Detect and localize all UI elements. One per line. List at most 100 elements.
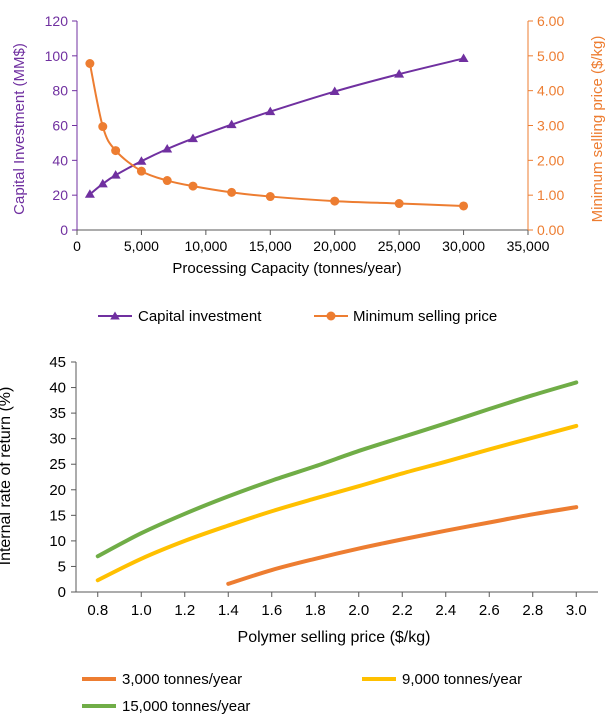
y-tick-label: 40 [49, 380, 66, 397]
legend-item-9000: 9,000 tonnes/year [362, 671, 522, 688]
capacity-chart-left-ticks: 0 20 40 60 80 100 120 [45, 13, 77, 238]
irr-chart-series [95, 380, 579, 586]
left-tick-label: 80 [52, 83, 68, 99]
data-point-minimum-selling-price [85, 58, 95, 68]
capacity-chart-right-y-label: Minimum selling price ($/kg) [589, 36, 606, 223]
y-tick-label: 25 [49, 456, 66, 473]
left-tick-label: 40 [52, 152, 68, 168]
right-tick-label: 3.00 [537, 118, 564, 134]
irr-chart-y-ticks: 0 5 10 15 20 25 30 35 40 45 [49, 354, 76, 601]
capacity-chart-x-ticks: 0 5,000 10,000 15,000 20,000 25,000 30,000 35,0… [73, 230, 550, 254]
data-point-minimum-selling-price [111, 146, 121, 156]
x-tick-label: 15,000 [249, 238, 292, 254]
legend-marker-circle [326, 311, 336, 321]
x-tick-label: 1.8 [305, 602, 326, 619]
x-tick-label: 2.8 [522, 602, 543, 619]
left-tick-label: 20 [52, 187, 68, 203]
irr-chart-x-ticks: 0.8 1.0 1.2 1.4 1.6 1.8 2.0 2.2 2.4 2.6 2.8 3.0 [87, 592, 587, 619]
data-point-minimum-selling-price [98, 122, 108, 132]
data-point-capital-investment [394, 69, 405, 78]
x-tick-label: 0.8 [87, 602, 108, 619]
series-line-3000 [226, 505, 579, 586]
data-point-capital-investment [110, 170, 121, 179]
data-point-minimum-selling-price [394, 199, 404, 209]
x-tick-label: 0 [73, 238, 81, 254]
series-line-15000 [95, 380, 579, 559]
right-tick-label: 5.00 [537, 48, 564, 64]
y-tick-label: 20 [49, 482, 66, 499]
right-tick-label: 0.00 [537, 222, 564, 238]
y-tick-label: 35 [49, 405, 66, 422]
y-tick-label: 0 [58, 584, 66, 601]
legend-item-3000: 3,000 tonnes/year [82, 671, 242, 688]
x-tick-label: 25,000 [378, 238, 421, 254]
irr-chart-legend: 3,000 tonnes/year 9,000 tonnes/year 15,0… [82, 671, 522, 715]
right-tick-label: 6.00 [537, 13, 564, 29]
right-tick-label: 2.00 [537, 152, 564, 168]
data-point-minimum-selling-price [188, 181, 198, 191]
x-tick-label: 1.6 [261, 602, 282, 619]
capacity-chart-series [84, 53, 469, 211]
data-point-minimum-selling-price [162, 176, 172, 186]
y-tick-label: 10 [49, 533, 66, 550]
y-tick-label: 45 [49, 354, 66, 371]
x-tick-label: 1.2 [174, 602, 195, 619]
legend-label-15000: 15,000 tonnes/year [122, 698, 250, 715]
x-tick-label: 1.4 [218, 602, 239, 619]
x-tick-label: 10,000 [184, 238, 227, 254]
data-point-minimum-selling-price [459, 201, 469, 211]
irr-chart-y-label: Internal rate of return (%) [0, 387, 14, 566]
capacity-chart-x-label: Processing Capacity (tonnes/year) [172, 260, 401, 277]
x-tick-label: 20,000 [313, 238, 356, 254]
x-tick-label: 30,000 [442, 238, 485, 254]
x-tick-label: 2.4 [435, 602, 456, 619]
data-point-capital-investment [162, 144, 173, 153]
capacity-chart: 0 5,000 10,000 15,000 20,000 25,000 30,000 35,0… [11, 13, 606, 325]
x-tick-label: 2.0 [348, 602, 369, 619]
capacity-chart-left-y-label: Capital Investment (MM$) [11, 43, 28, 215]
left-tick-label: 60 [52, 118, 68, 134]
series-line-minimum-selling-price [88, 63, 464, 207]
data-point-minimum-selling-price [136, 166, 146, 176]
legend-label-3000: 3,000 tonnes/year [122, 671, 242, 688]
data-point-capital-investment [329, 86, 340, 96]
x-tick-label: 2.2 [392, 602, 413, 619]
y-tick-label: 30 [49, 431, 66, 448]
data-point-minimum-selling-price [265, 192, 275, 202]
data-point-capital-investment [265, 106, 276, 116]
data-point-capital-investment [187, 133, 198, 143]
irr-chart-x-label: Polymer selling price ($/kg) [238, 629, 431, 646]
capacity-chart-right-ticks: 0.00 1.00 2.00 3.00 4.00 5.00 6.00 [528, 13, 564, 238]
left-tick-label: 100 [45, 48, 69, 64]
capacity-chart-legend: Capital investment Minimum selling price [98, 308, 497, 325]
legend-label-capital-investment: Capital investment [138, 308, 262, 325]
series-line-9000 [95, 423, 579, 583]
left-tick-label: 120 [45, 13, 69, 29]
legend-label-9000: 9,000 tonnes/year [402, 671, 522, 688]
irr-chart: 0.8 1.0 1.2 1.4 1.6 1.8 2.0 2.2 2.4 2.6 2.8 3.0 0 5 1… [0, 354, 598, 715]
legend-item-15000: 15,000 tonnes/year [82, 698, 250, 715]
x-tick-label: 1.0 [131, 602, 152, 619]
right-tick-label: 4.00 [537, 83, 564, 99]
data-point-capital-investment [136, 156, 147, 165]
data-point-capital-investment [458, 53, 469, 62]
x-tick-label: 3.0 [566, 602, 587, 619]
legend-marker-triangle [110, 311, 120, 320]
y-tick-label: 5 [58, 558, 66, 575]
y-tick-label: 15 [49, 507, 66, 524]
x-tick-label: 35,000 [507, 238, 550, 254]
x-tick-label: 5,000 [124, 238, 159, 254]
data-point-minimum-selling-price [227, 187, 237, 197]
irr-chart-axes [75, 362, 598, 593]
x-tick-label: 2.6 [479, 602, 500, 619]
right-tick-label: 1.00 [537, 187, 564, 203]
data-point-capital-investment [97, 178, 108, 188]
data-point-capital-investment [84, 189, 95, 198]
legend-item-capital-investment: Capital investment [98, 308, 262, 325]
legend-label-minimum-selling-price: Minimum selling price [353, 308, 497, 325]
legend-item-minimum-selling-price: Minimum selling price [314, 308, 497, 325]
data-point-capital-investment [226, 119, 237, 129]
data-point-minimum-selling-price [330, 196, 340, 206]
left-tick-label: 0 [60, 222, 68, 238]
